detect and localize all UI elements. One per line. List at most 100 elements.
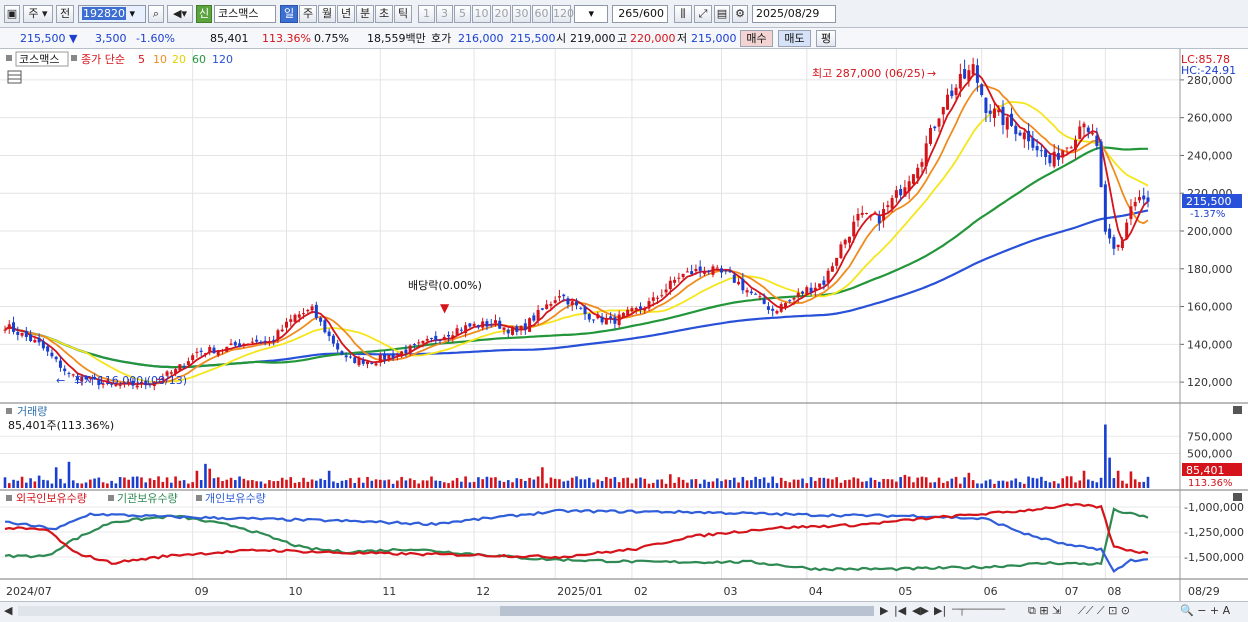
interval-20[interactable]: 20 bbox=[492, 5, 511, 23]
interval-30[interactable]: 30 bbox=[512, 5, 531, 23]
date-field[interactable]: 2025/08/29 bbox=[752, 5, 836, 23]
volume-bar bbox=[890, 479, 894, 488]
buy-button[interactable]: 매수 bbox=[740, 30, 773, 47]
draw-icons[interactable]: ⟋⟋ ⟋ ⊡ ⊙ bbox=[1078, 604, 1131, 617]
stock-name-box[interactable] bbox=[15, 51, 69, 67]
candle-body bbox=[263, 340, 267, 342]
candle-body bbox=[165, 371, 169, 376]
scroll-thumb[interactable] bbox=[500, 606, 874, 616]
prev-button[interactable]: 전 bbox=[56, 5, 74, 23]
tab-day[interactable]: 일 bbox=[280, 5, 298, 23]
interval-120[interactable]: 120 bbox=[552, 5, 574, 23]
stock-chart[interactable]: 120,000140,000160,000180,000200,000220,0… bbox=[0, 49, 1248, 601]
interval-10[interactable]: 10 bbox=[472, 5, 491, 23]
candle-body bbox=[489, 324, 493, 326]
volume-bar bbox=[895, 481, 898, 488]
candle-body bbox=[562, 294, 566, 297]
table-icon[interactable] bbox=[7, 70, 22, 84]
volume-bar bbox=[489, 477, 493, 488]
candle-body bbox=[698, 266, 702, 271]
avg-button[interactable]: 평 bbox=[816, 30, 836, 47]
close-panel-icon[interactable] bbox=[1233, 493, 1242, 501]
period-select[interactable]: 주 ▾ bbox=[23, 5, 53, 23]
volume-bar bbox=[383, 480, 386, 488]
volume-bar bbox=[93, 478, 96, 488]
sell-button[interactable]: 매도 bbox=[778, 30, 811, 47]
interval-3[interactable]: 3 bbox=[436, 5, 453, 23]
candle-body bbox=[600, 316, 604, 323]
volume-bar bbox=[140, 477, 143, 488]
custom-interval-field[interactable]: ▾ bbox=[574, 5, 608, 23]
candle-body bbox=[975, 65, 979, 83]
volume-bar bbox=[361, 482, 365, 488]
search-icon[interactable]: ⌕ bbox=[148, 5, 164, 23]
interval-5[interactable]: 5 bbox=[454, 5, 471, 23]
save-icon[interactable]: ▤ bbox=[714, 5, 730, 23]
candle-body bbox=[1099, 141, 1103, 188]
legend-foreign: 외국인보유수량 bbox=[16, 492, 87, 505]
candle-body bbox=[511, 327, 515, 335]
tools-icon[interactable]: ⧉ ⊞ ⇲ bbox=[1028, 604, 1062, 617]
price-tick-label: 140,000 bbox=[1187, 338, 1233, 351]
volume-bar bbox=[570, 477, 574, 488]
volume-bar bbox=[613, 477, 617, 488]
candle-body bbox=[958, 73, 962, 89]
tab-month[interactable]: 월 bbox=[318, 5, 336, 23]
volume-bar bbox=[839, 482, 843, 488]
zoom-slider[interactable]: ─┬────── bbox=[952, 603, 1005, 616]
candle-body bbox=[203, 353, 207, 355]
volume-bar bbox=[1001, 480, 1005, 488]
sound-icon[interactable]: ◀▾ bbox=[167, 5, 193, 23]
legend-ma20: 20 bbox=[172, 53, 186, 66]
volume-bar bbox=[54, 467, 58, 488]
volume-bar bbox=[229, 477, 233, 488]
volume-bar bbox=[344, 480, 348, 488]
bottom-scrollbar[interactable]: ◀ ▶ |◀ ◀▶ ▶| ─┬────── ⧉ ⊞ ⇲ ⟋⟋ ⟋ ⊡ ⊙ 🔍 −… bbox=[0, 601, 1248, 622]
volume-bar bbox=[319, 478, 322, 488]
volume-bar bbox=[97, 477, 101, 488]
volume-bar bbox=[430, 476, 433, 488]
tab-tick[interactable]: 틱 bbox=[394, 5, 412, 23]
candle-body bbox=[404, 349, 408, 354]
scroll-left-icon[interactable]: ◀ bbox=[4, 604, 13, 617]
window-icon[interactable]: ▣ bbox=[4, 5, 20, 23]
volume-bar bbox=[67, 461, 71, 488]
candle-body bbox=[963, 69, 967, 79]
interval-1[interactable]: 1 bbox=[418, 5, 435, 23]
volume-bar bbox=[182, 480, 186, 488]
last-page-icon[interactable]: ▶| bbox=[934, 604, 947, 617]
close-panel-icon[interactable] bbox=[1233, 406, 1242, 414]
volume-bar bbox=[1031, 477, 1035, 488]
volume-bar bbox=[899, 477, 902, 488]
tab-year[interactable]: 년 bbox=[337, 5, 355, 23]
volume-bar bbox=[447, 483, 450, 488]
volume-bar bbox=[165, 477, 169, 488]
play-icon[interactable]: ◀▶ bbox=[912, 604, 929, 617]
candle-body bbox=[1073, 139, 1077, 150]
candle-type-icon[interactable]: ⫼ bbox=[674, 5, 692, 23]
volume-bar bbox=[1069, 476, 1073, 488]
tab-second[interactable]: 초 bbox=[375, 5, 393, 23]
zoom-icons[interactable]: 🔍 − + A bbox=[1180, 604, 1231, 617]
gear-icon[interactable]: ⚙ bbox=[732, 5, 748, 23]
volume-bar bbox=[451, 480, 455, 488]
count-field[interactable]: 265/600 bbox=[612, 5, 668, 23]
volume-bar bbox=[157, 476, 160, 488]
scroll-right-icon[interactable]: ▶ bbox=[880, 604, 889, 617]
volume-bar bbox=[1091, 480, 1094, 488]
volume-bar bbox=[741, 476, 745, 488]
candle-body bbox=[617, 314, 621, 326]
candle-body bbox=[894, 190, 898, 198]
candle-body bbox=[528, 318, 532, 332]
candle-body bbox=[839, 244, 843, 258]
code-field[interactable]: 192820 ▾ bbox=[78, 5, 146, 23]
tab-week[interactable]: 주 bbox=[299, 5, 317, 23]
candle-body bbox=[400, 351, 404, 357]
scroll-track[interactable] bbox=[18, 606, 874, 616]
volume-bar bbox=[920, 476, 924, 488]
first-page-icon[interactable]: |◀ bbox=[894, 604, 907, 617]
draw-tool-icon[interactable]: ⤢ bbox=[694, 5, 712, 23]
interval-60[interactable]: 60 bbox=[532, 5, 551, 23]
tab-minute[interactable]: 분 bbox=[356, 5, 374, 23]
candle-body bbox=[459, 329, 463, 331]
